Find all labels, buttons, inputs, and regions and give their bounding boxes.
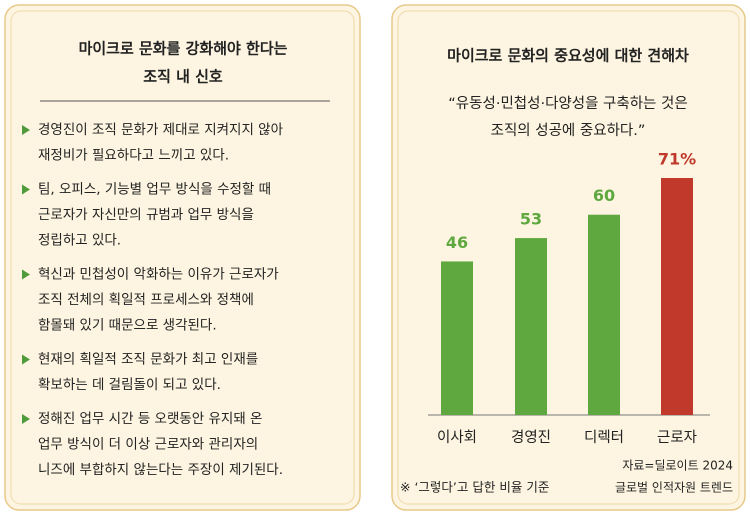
source: 글로벌 인적자원 트렌드	[615, 481, 733, 495]
item-text: 정해진 업무 시간 등 오랫동안 유지돼 온	[38, 411, 262, 427]
panel-title: 조직 내 신호	[143, 68, 223, 86]
bullet	[22, 354, 30, 365]
chart-subtitle: 조직의 성공에 중요하다.”	[491, 122, 646, 139]
panel-frame	[4, 4, 361, 511]
item-text: 조직 전체의 획일적 프로세스와 정책에	[38, 292, 254, 308]
bar	[441, 261, 473, 415]
panel-frame-inner	[10, 10, 355, 505]
footnote: ※ ‘그렇다’고 답한 비율 기준	[400, 480, 549, 495]
panel-frame-inner	[397, 10, 740, 505]
item-text: 경영진이 조직 문화가 제대로 지켜지지 않아	[38, 122, 284, 138]
bar	[515, 238, 547, 415]
item-text: 함몰돼 있기 때문으로 생각된다.	[38, 318, 217, 334]
bullet	[22, 269, 30, 280]
bullet	[22, 414, 30, 424]
item-text: 정립하고 있다.	[38, 233, 121, 249]
item-text: 현재의 획일적 조직 문화가 최고 인재를	[38, 352, 258, 368]
value-label: 53	[520, 210, 542, 229]
x-tick-label: 디렉터	[584, 429, 624, 446]
bullet	[22, 184, 30, 195]
panel-title: 마이크로 문화를 강화해야 한다는	[79, 40, 288, 58]
right-panel: 마이크로 문화의 중요성에 대한 견해차 ※ ‘그렇다’고 답한 비율 기준	[391, 4, 746, 511]
bar	[588, 214, 620, 415]
x-tick-label: 근로자	[657, 429, 697, 446]
x-tick-label: 경영진	[511, 429, 551, 446]
x-tick-label: 이사회	[437, 429, 477, 446]
value-label: 71%	[658, 150, 696, 169]
panel-frame	[391, 4, 746, 511]
item-text: 확보하는 데 걸림돌이 되고 있다.	[38, 377, 221, 393]
source: 자료=딜로이트 2024	[622, 459, 733, 473]
item-text: 업무 방식이 더 이상 근로자와 관리자의	[38, 437, 258, 453]
item-text: 니즈에 부합하지 않는다는 주장이 제기된다.	[38, 462, 283, 478]
bullet	[22, 125, 30, 135]
chart-title: 마이크로 문화의 중요성에 대한 견해차	[447, 47, 689, 65]
left-panel	[4, 4, 361, 511]
value-label: 46	[446, 233, 468, 252]
item-text: 팀, 오피스, 기능별 업무 방식을 수정할 때	[38, 182, 271, 198]
item-text: 근로자가 자신만의 규범과 업무 방식을	[38, 207, 254, 223]
chart-subtitle: “유동성·민첩성·다양성을 구축하는 것은	[448, 95, 687, 112]
item-text: 재정비가 필요하다고 느끼고 있다.	[38, 148, 229, 164]
item-text: 혁신과 민첩성이 악화하는 이유가 근로자가	[38, 267, 279, 283]
value-label: 60	[593, 186, 615, 205]
bar	[661, 178, 693, 415]
